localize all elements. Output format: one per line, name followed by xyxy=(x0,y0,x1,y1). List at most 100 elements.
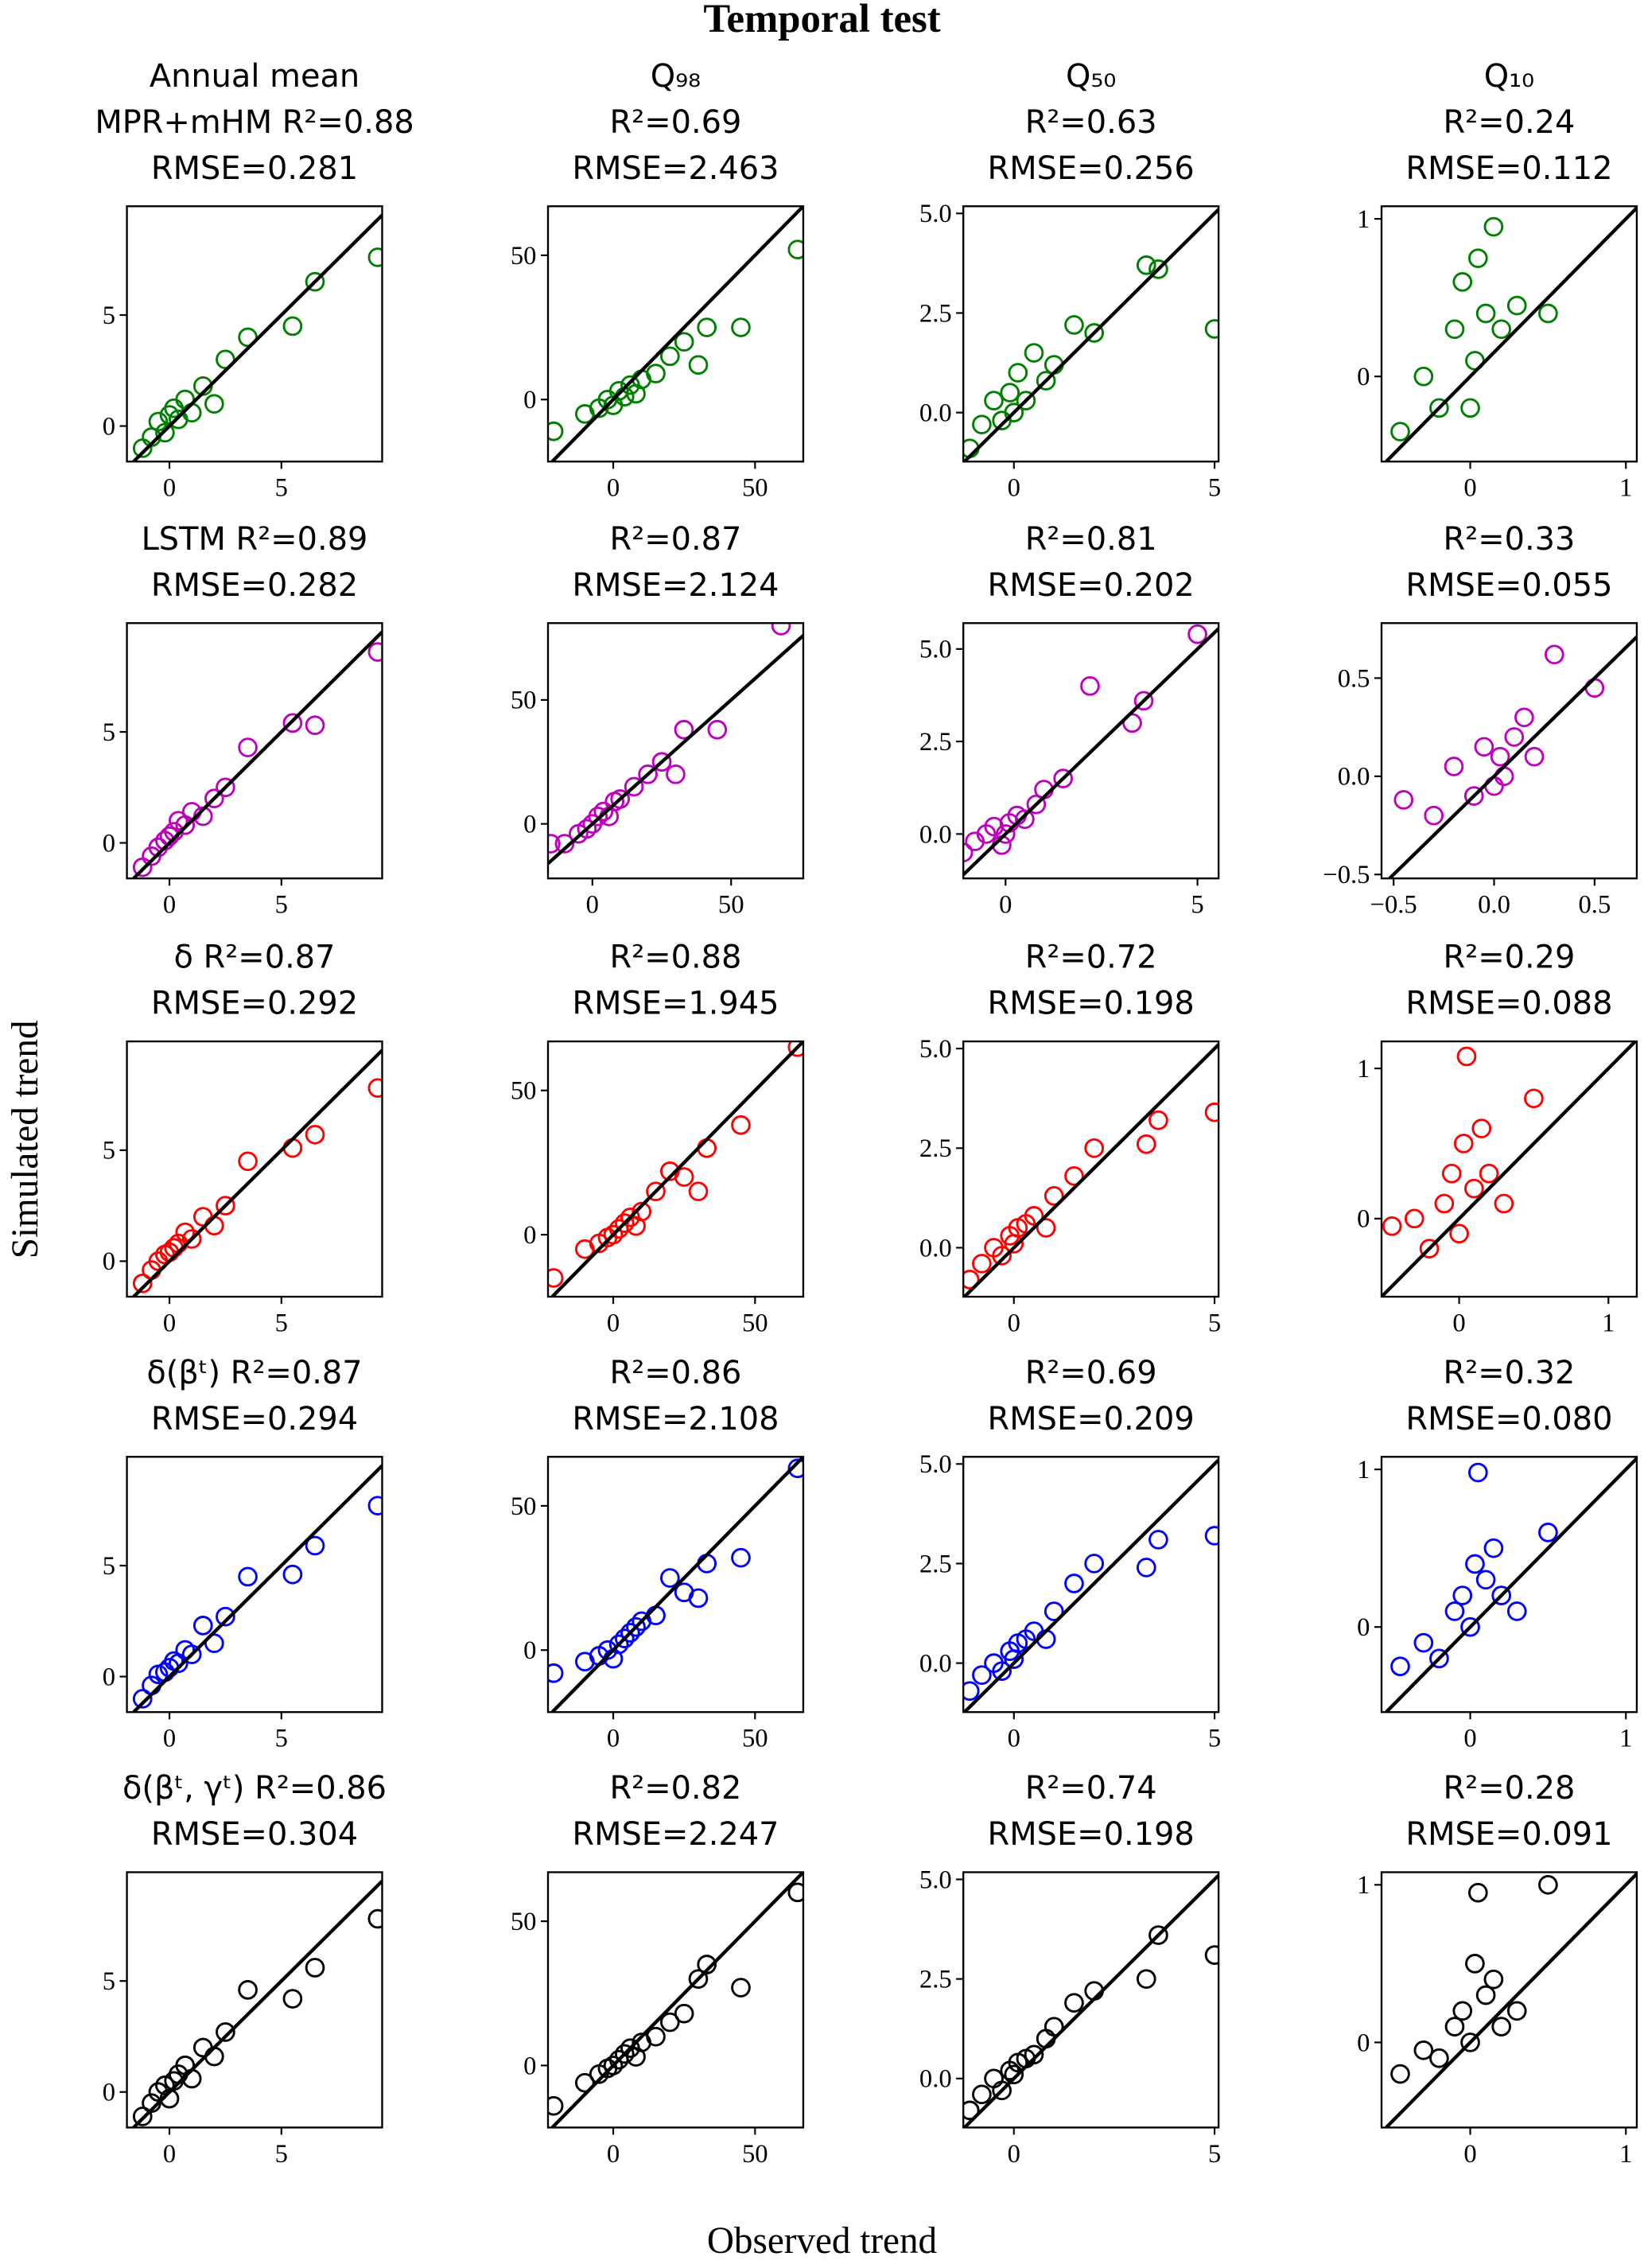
panel: 0 5 0.0 2.5 5.0 R²=0.69 RMSE=0.209 xyxy=(919,1355,1221,1753)
identity-line xyxy=(550,206,803,462)
panel: −0.5 0.0 0.5 −0.5 0.0 0.5 R²=0.33 RMSE=0.055 xyxy=(1323,521,1638,920)
point xyxy=(674,332,694,352)
point xyxy=(1460,1616,1480,1637)
y-tick-label: 0 xyxy=(103,412,115,441)
point xyxy=(1053,768,1073,788)
point xyxy=(995,824,1016,844)
point xyxy=(1465,1954,1485,1974)
point xyxy=(1506,295,1527,316)
panel-title: RMSE=0.304 xyxy=(151,1816,358,1853)
point xyxy=(1390,422,1410,442)
point xyxy=(1136,1558,1156,1577)
point xyxy=(1467,248,1488,268)
y-tick-label: 5.0 xyxy=(919,1035,952,1064)
point xyxy=(1044,2017,1064,2037)
point xyxy=(1429,1648,1449,1669)
identity-line xyxy=(132,213,383,462)
point xyxy=(367,642,383,662)
point xyxy=(155,422,175,443)
point xyxy=(1015,809,1035,830)
x-tick-label: 0 xyxy=(163,1309,176,1338)
point xyxy=(548,834,561,854)
point xyxy=(148,2082,169,2103)
axes-frame xyxy=(126,205,383,463)
point xyxy=(1204,1102,1219,1122)
axes-frame xyxy=(962,622,1220,880)
point xyxy=(1024,2044,1044,2065)
point xyxy=(697,317,717,337)
point xyxy=(1544,644,1564,665)
point xyxy=(548,1268,564,1288)
point xyxy=(610,789,631,809)
panel-title: R²=0.87 xyxy=(610,521,742,558)
identity-line xyxy=(548,634,803,866)
panel-title: RMSE=0.294 xyxy=(151,1401,358,1437)
point xyxy=(548,421,564,442)
point xyxy=(148,411,169,432)
point xyxy=(238,327,258,348)
identity-line xyxy=(550,1872,803,2128)
y-tick-label: 2.5 xyxy=(919,1966,952,1994)
panel-title: Q₁₀ xyxy=(1484,58,1534,95)
y-tick-label: 50 xyxy=(511,1077,537,1106)
point xyxy=(204,394,224,414)
point xyxy=(155,2075,175,2095)
point xyxy=(1016,391,1036,410)
point xyxy=(697,1554,717,1574)
point xyxy=(603,1224,624,1245)
point xyxy=(603,2056,624,2075)
point xyxy=(238,1151,258,1172)
point xyxy=(216,1606,235,1627)
point xyxy=(305,1124,325,1145)
point xyxy=(646,1605,666,1626)
point xyxy=(1475,1570,1496,1590)
y-tick-label: 2.5 xyxy=(919,1134,952,1163)
panel-title: R²=0.33 xyxy=(1444,521,1576,558)
x-tick-label: 0 xyxy=(1008,474,1020,503)
point xyxy=(1467,1462,1488,1483)
y-tick-label: 0 xyxy=(523,386,536,414)
x-tick-label: 5 xyxy=(1208,2140,1221,2169)
panel-title: RMSE=0.112 xyxy=(1405,150,1612,187)
point xyxy=(984,391,1004,410)
point xyxy=(1080,676,1100,696)
y-tick-label: 0 xyxy=(103,1663,115,1691)
panel-title: RMSE=0.202 xyxy=(988,567,1195,604)
panel-title: RMSE=0.080 xyxy=(1405,1401,1612,1437)
point xyxy=(132,2107,153,2126)
axes-frame xyxy=(126,1456,383,1714)
point xyxy=(697,1955,717,1974)
point xyxy=(1390,1656,1410,1677)
panel-title: RMSE=2.247 xyxy=(572,1816,779,1853)
point xyxy=(1524,1088,1544,1109)
point xyxy=(620,1623,640,1643)
point xyxy=(305,1535,325,1556)
identity-line xyxy=(963,208,1219,462)
point xyxy=(577,819,597,839)
panel-title: R²=0.81 xyxy=(1025,521,1157,558)
x-tick-label: 5 xyxy=(1208,1309,1221,1338)
axes-frame xyxy=(126,1871,383,2129)
point xyxy=(1393,790,1414,810)
axes-frame xyxy=(962,1456,1220,1714)
point xyxy=(1064,315,1084,335)
identity-line xyxy=(132,1048,383,1297)
axes-frame xyxy=(1380,622,1638,880)
axes-frame xyxy=(1380,1456,1638,1714)
point xyxy=(1506,1601,1527,1621)
panel-title: RMSE=0.256 xyxy=(988,150,1195,187)
point xyxy=(588,806,608,827)
identity-line xyxy=(132,1464,383,1713)
y-tick-label: 50 xyxy=(511,1908,537,1936)
x-tick-label: 0 xyxy=(163,2140,176,2169)
point xyxy=(1429,2048,1449,2068)
point xyxy=(1491,1585,1512,1605)
y-axis-label: Simulated trend xyxy=(5,1021,46,1259)
point xyxy=(608,1634,629,1655)
point xyxy=(674,1167,694,1187)
point xyxy=(1122,713,1142,733)
x-tick-label: 5 xyxy=(1208,1725,1221,1753)
y-tick-label: 5.0 xyxy=(919,1450,952,1479)
